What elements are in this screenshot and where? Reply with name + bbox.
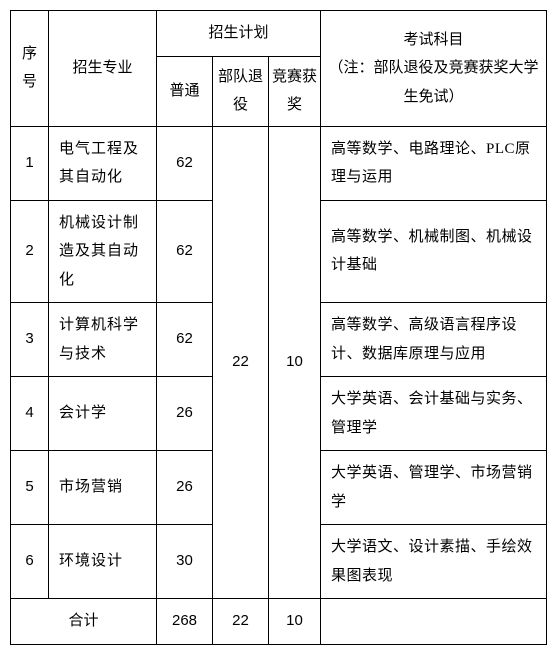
cell-seq: 6 bbox=[11, 525, 49, 599]
cell-major: 电气工程及其自动化 bbox=[49, 126, 157, 200]
cell-major: 机械设计制造及其自动化 bbox=[49, 200, 157, 303]
cell-normal: 26 bbox=[157, 377, 213, 451]
header-award: 竞赛获奖 bbox=[269, 56, 321, 126]
cell-subject: 大学英语、会计基础与实务、管理学 bbox=[321, 377, 547, 451]
cell-seq: 4 bbox=[11, 377, 49, 451]
header-normal: 普通 bbox=[157, 56, 213, 126]
cell-subject: 高等数学、高级语言程序设计、数据库原理与应用 bbox=[321, 303, 547, 377]
cell-normal: 62 bbox=[157, 200, 213, 303]
cell-subject: 高等数学、机械制图、机械设计基础 bbox=[321, 200, 547, 303]
cell-seq: 1 bbox=[11, 126, 49, 200]
admission-plan-table: 序号 招生专业 招生计划 考试科目 （注：部队退役及竞赛获奖大学生免试） 普通 … bbox=[10, 10, 547, 645]
cell-seq: 5 bbox=[11, 451, 49, 525]
cell-major: 市场营销 bbox=[49, 451, 157, 525]
cell-major: 会计学 bbox=[49, 377, 157, 451]
cell-normal: 30 bbox=[157, 525, 213, 599]
cell-subject: 大学英语、管理学、市场营销学 bbox=[321, 451, 547, 525]
cell-total-award: 10 bbox=[269, 599, 321, 645]
header-subject-note: （注：部队退役及竞赛获奖大学生免试） bbox=[327, 54, 540, 111]
cell-retired-shared: 22 bbox=[213, 126, 269, 599]
header-subject: 考试科目 （注：部队退役及竞赛获奖大学生免试） bbox=[321, 11, 547, 127]
cell-major: 计算机科学与技术 bbox=[49, 303, 157, 377]
header-plan: 招生计划 bbox=[157, 11, 321, 57]
cell-normal: 62 bbox=[157, 126, 213, 200]
cell-total-normal: 268 bbox=[157, 599, 213, 645]
cell-subject: 大学语文、设计素描、手绘效果图表现 bbox=[321, 525, 547, 599]
header-seq: 序号 bbox=[11, 11, 49, 127]
cell-total-retired: 22 bbox=[213, 599, 269, 645]
cell-total-subject bbox=[321, 599, 547, 645]
cell-seq: 2 bbox=[11, 200, 49, 303]
table-row: 1 电气工程及其自动化 62 22 10 高等数学、电路理论、PLC原理与运用 bbox=[11, 126, 547, 200]
cell-normal: 26 bbox=[157, 451, 213, 525]
cell-total-label: 合计 bbox=[11, 599, 157, 645]
cell-award-shared: 10 bbox=[269, 126, 321, 599]
table-total-row: 合计 268 22 10 bbox=[11, 599, 547, 645]
cell-normal: 62 bbox=[157, 303, 213, 377]
cell-major: 环境设计 bbox=[49, 525, 157, 599]
header-retired: 部队退役 bbox=[213, 56, 269, 126]
cell-seq: 3 bbox=[11, 303, 49, 377]
cell-subject: 高等数学、电路理论、PLC原理与运用 bbox=[321, 126, 547, 200]
header-subject-title: 考试科目 bbox=[327, 26, 540, 55]
header-major: 招生专业 bbox=[49, 11, 157, 127]
